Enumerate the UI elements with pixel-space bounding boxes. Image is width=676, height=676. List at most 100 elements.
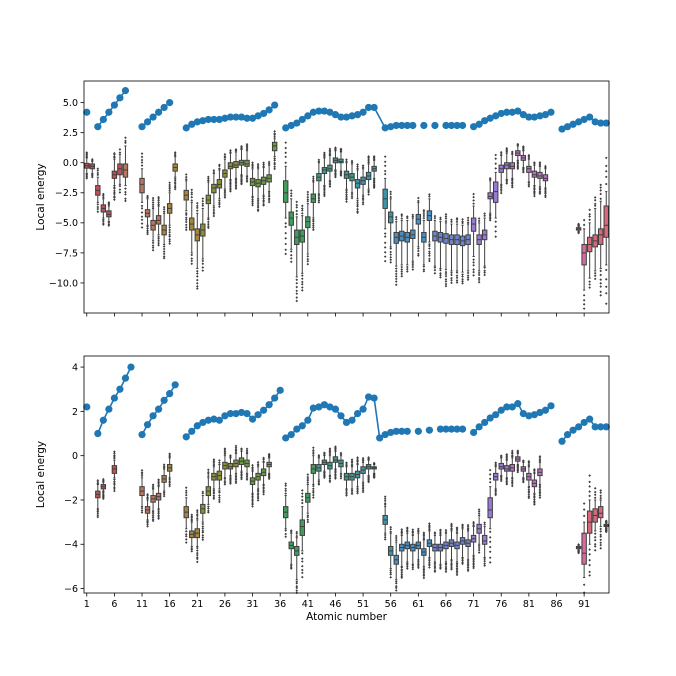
box-element xyxy=(332,146,339,179)
flier-marker xyxy=(173,177,177,181)
flier-marker xyxy=(422,568,426,571)
flier-marker xyxy=(300,557,304,560)
flier-marker xyxy=(483,521,486,524)
flier-marker xyxy=(295,296,299,299)
overlay-point xyxy=(342,113,351,121)
flier-marker xyxy=(422,268,426,271)
flier-marker xyxy=(544,190,547,194)
flier-marker xyxy=(229,149,232,152)
box-element xyxy=(360,456,366,494)
box-element xyxy=(150,483,156,523)
overlay-point xyxy=(287,431,295,439)
flier-marker xyxy=(472,268,475,271)
flier-marker xyxy=(234,148,238,151)
overlay-point xyxy=(508,403,516,411)
flier-marker xyxy=(284,248,288,252)
flier-marker xyxy=(212,208,216,212)
flier-marker xyxy=(439,218,442,221)
flier-marker xyxy=(251,196,254,199)
box-element xyxy=(504,146,510,185)
flier-marker xyxy=(472,524,475,527)
flier-marker xyxy=(516,142,520,146)
box-element xyxy=(603,519,609,534)
overlay-point xyxy=(160,396,168,404)
overlay-point xyxy=(276,386,284,394)
flier-marker xyxy=(300,564,304,568)
flier-marker xyxy=(361,490,365,494)
flier-marker xyxy=(417,249,420,253)
flier-marker xyxy=(472,558,475,562)
flier-marker xyxy=(300,492,304,495)
flier-marker xyxy=(383,169,387,173)
flier-marker xyxy=(544,166,547,169)
flier-marker xyxy=(461,220,464,223)
box-iqr xyxy=(288,211,294,226)
flier-marker xyxy=(350,489,354,492)
flier-marker xyxy=(312,220,315,223)
flier-marker xyxy=(162,252,166,256)
flier-marker xyxy=(184,493,188,497)
flier-marker xyxy=(383,497,387,501)
flier-marker xyxy=(577,231,580,235)
flier-marker xyxy=(334,474,337,478)
overlay-point xyxy=(359,405,367,413)
flier-marker xyxy=(256,204,260,208)
flier-marker xyxy=(527,496,531,500)
flier-marker xyxy=(256,202,260,206)
box-element xyxy=(432,214,438,275)
flier-marker xyxy=(312,226,315,230)
flier-marker xyxy=(433,566,437,570)
flier-marker xyxy=(300,282,304,286)
flier-marker xyxy=(522,145,525,148)
overlay-point xyxy=(475,120,483,128)
flier-marker xyxy=(444,570,448,574)
flier-marker xyxy=(245,177,249,180)
flier-marker xyxy=(411,215,415,218)
flier-marker xyxy=(96,169,100,172)
flier-marker xyxy=(417,559,420,563)
box-iqr xyxy=(388,211,394,224)
flier-marker xyxy=(428,247,431,250)
flier-marker xyxy=(339,473,343,477)
flier-marker xyxy=(472,561,475,565)
flier-marker xyxy=(405,567,409,570)
box-iqr xyxy=(106,210,112,218)
flier-marker xyxy=(472,202,475,205)
flier-marker xyxy=(533,503,536,506)
flier-marker xyxy=(184,491,188,495)
box-iqr xyxy=(205,194,212,205)
flier-marker xyxy=(229,182,232,185)
flier-marker xyxy=(510,451,514,454)
flier-marker xyxy=(334,175,337,179)
flier-marker xyxy=(96,207,100,211)
flier-marker xyxy=(455,568,459,572)
flier-marker xyxy=(124,136,127,140)
box-element xyxy=(327,147,333,188)
flier-marker xyxy=(417,527,420,531)
flier-marker xyxy=(361,482,365,486)
flier-marker xyxy=(345,490,348,494)
flier-marker xyxy=(168,230,171,234)
flier-marker xyxy=(533,468,536,471)
flier-marker xyxy=(251,164,254,168)
flier-marker xyxy=(361,484,365,487)
box-element xyxy=(526,459,532,500)
overlay-point xyxy=(486,414,494,422)
flier-marker xyxy=(455,570,459,573)
box-element xyxy=(399,213,405,278)
flier-marker xyxy=(284,221,288,225)
flier-marker xyxy=(455,530,459,534)
flier-marker xyxy=(383,155,387,158)
flier-marker xyxy=(289,564,293,567)
flier-marker xyxy=(394,536,398,540)
flier-marker xyxy=(361,164,365,167)
flier-marker xyxy=(201,490,205,494)
flier-marker xyxy=(218,203,221,206)
box-element xyxy=(166,452,173,488)
y-tick-label: −10.0 xyxy=(49,278,78,289)
flier-marker xyxy=(229,480,232,484)
box-iqr xyxy=(111,465,118,474)
flier-marker xyxy=(328,147,332,151)
flier-marker xyxy=(102,219,105,223)
flier-marker xyxy=(389,253,393,256)
